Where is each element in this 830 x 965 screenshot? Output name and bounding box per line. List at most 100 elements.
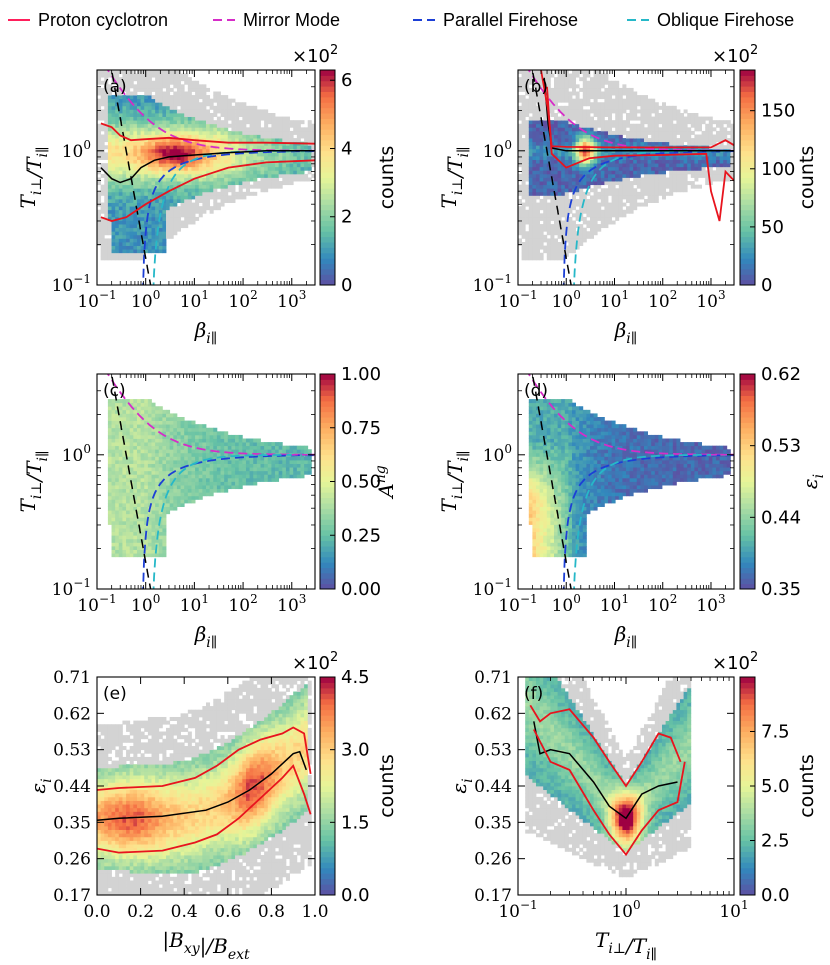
heatmap-cell (557, 227, 562, 232)
tick-base: 10 (483, 142, 505, 162)
heatmap-cell (220, 148, 225, 153)
heatmap-cell (264, 116, 269, 121)
heatmap-cell (543, 166, 548, 171)
heatmap-cell (525, 141, 530, 146)
heatmap-cell (608, 87, 612, 92)
heatmap-cell (285, 116, 290, 121)
heatmap-cell (166, 188, 171, 193)
heatmap-cell (162, 234, 167, 239)
heatmap-cell (115, 553, 120, 558)
heatmap-cell (528, 216, 533, 221)
heatmap-cell (554, 138, 558, 143)
heatmap-cell (173, 95, 178, 100)
heatmap-cell (238, 127, 243, 132)
heatmap-cell (597, 202, 602, 207)
heatmap-cell (107, 73, 112, 78)
heatmap-cell (133, 166, 138, 171)
heatmap-cell (151, 166, 156, 171)
heatmap-cell (575, 163, 580, 168)
heatmap-cell (636, 152, 641, 157)
heatmap-cell (111, 510, 116, 515)
heatmap-cell (129, 163, 134, 168)
heatmap-cell (680, 159, 684, 164)
heatmap-cell (546, 166, 551, 171)
heatmap-cell (140, 84, 145, 89)
heatmap-cell (195, 91, 200, 96)
heatmap-cell (564, 91, 569, 96)
heatmap-cell (672, 184, 677, 189)
heatmap-cell (521, 195, 526, 200)
heatmap-cell (572, 116, 576, 121)
heatmap-cell (151, 102, 156, 107)
heatmap-cell (654, 109, 659, 114)
heatmap-cell (249, 170, 254, 175)
tick-base: 10 (180, 292, 202, 312)
heatmap-cell (111, 80, 116, 85)
tick-label: 10−1 (473, 272, 512, 296)
heatmap-cell (107, 166, 112, 171)
heatmap-cell (169, 156, 174, 160)
heatmap-cell (658, 173, 663, 178)
heatmap-cell (111, 113, 116, 117)
heatmap-cell (231, 109, 236, 114)
heatmap-cell (118, 105, 123, 110)
heatmap-cell (169, 159, 174, 164)
heatmap-cell (593, 206, 598, 211)
heatmap-cell (136, 456, 141, 461)
heatmap-cell (539, 202, 544, 207)
label-part: counts (796, 146, 818, 210)
heatmap-cell (100, 206, 105, 211)
heatmap-cell (683, 177, 688, 182)
heatmap-cell (525, 191, 530, 196)
heatmap-cell (111, 506, 116, 511)
heatmap-cell (133, 145, 138, 150)
heatmap-cell (187, 127, 192, 132)
heatmap-cell (662, 130, 666, 135)
heatmap-cell (564, 252, 569, 257)
heatmap-cell (107, 406, 112, 411)
heatmap-cell (136, 123, 141, 128)
heatmap-cell (597, 109, 602, 114)
heatmap-cell (253, 181, 258, 186)
heatmap-cell (568, 138, 573, 143)
heatmap-cell (184, 73, 189, 78)
heatmap-cell (162, 170, 167, 175)
heatmap-cell (278, 130, 283, 135)
colorbar-segment (740, 215, 755, 222)
heatmap-cell (147, 209, 152, 214)
heatmap-cell (285, 120, 290, 125)
heatmap-cell (249, 141, 254, 146)
heatmap-cell (651, 98, 656, 103)
heatmap-cell (539, 213, 544, 218)
heatmap-cell (260, 156, 265, 160)
heatmap-cell (107, 238, 112, 243)
heatmap-cell (136, 488, 141, 493)
heatmap-cell (118, 145, 123, 150)
heatmap-cell (118, 238, 123, 243)
heatmap-cell (144, 503, 149, 507)
heatmap-cell (224, 156, 229, 160)
heatmap-cell (557, 216, 562, 221)
heatmap-cell (615, 177, 620, 182)
heatmap-cell (687, 120, 692, 125)
heatmap-cell (550, 170, 555, 175)
heatmap-cell (564, 234, 569, 239)
heatmap-cell (213, 191, 218, 196)
heatmap-cell (220, 195, 225, 200)
heatmap-cell (115, 138, 120, 143)
heatmap-cell (629, 206, 634, 211)
heatmap-cell (173, 231, 178, 236)
heatmap-cell (708, 170, 713, 175)
heatmap-cell (665, 163, 670, 168)
heatmap-cell (633, 191, 638, 196)
heatmap-cell (590, 127, 594, 132)
heatmap-cell (726, 123, 731, 128)
heatmap-cell (115, 145, 120, 150)
heatmap-cell (275, 116, 280, 121)
heatmap-cell (126, 495, 131, 500)
heatmap-cell (111, 188, 116, 193)
heatmap-cell (213, 105, 218, 110)
heatmap-cell (140, 499, 145, 504)
heatmap-cell (575, 199, 580, 203)
heatmap-cell (536, 84, 540, 89)
